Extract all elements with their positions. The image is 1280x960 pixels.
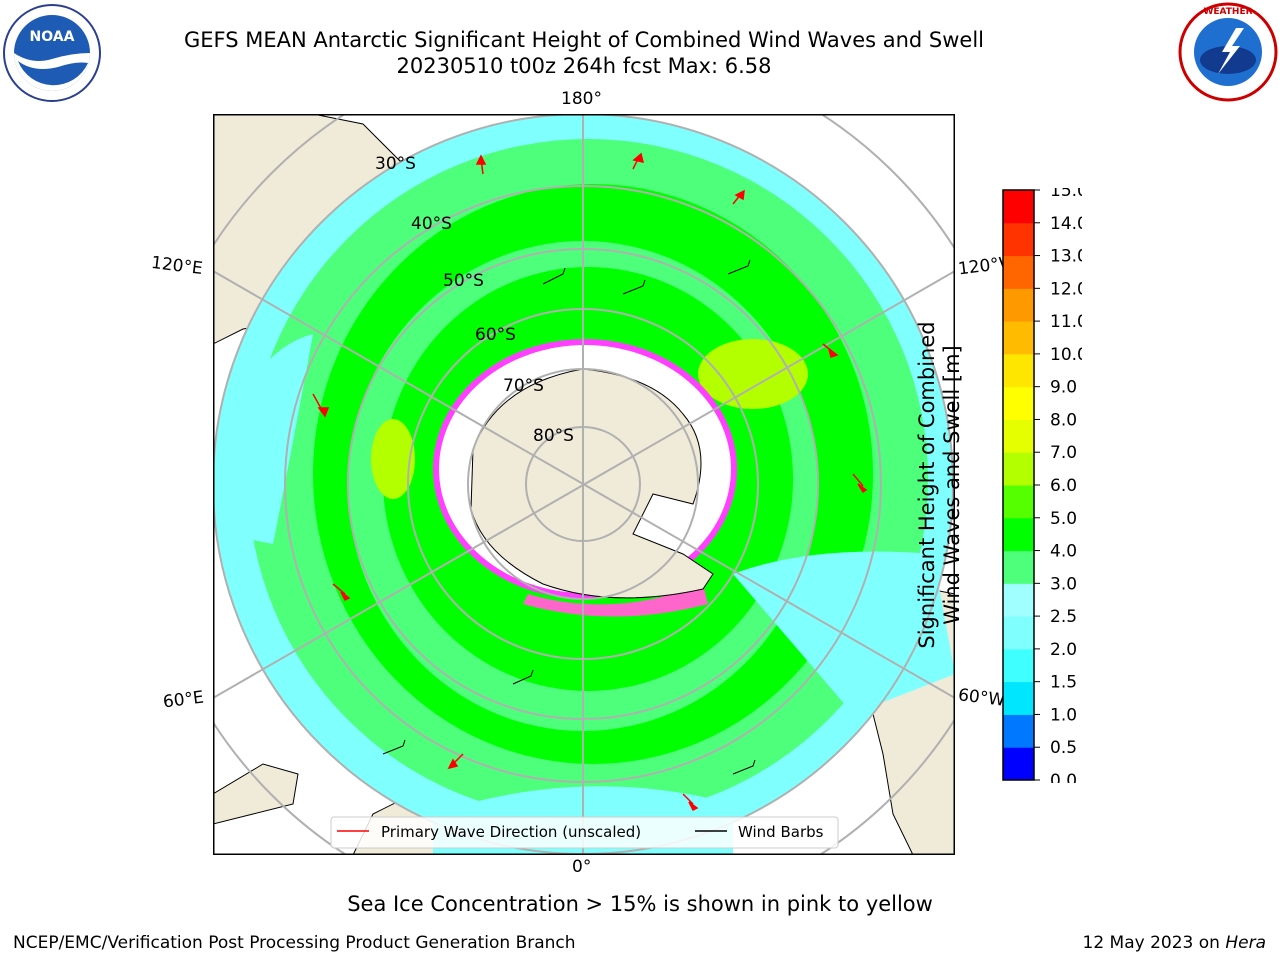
colorbar-tick-label: 4.0 xyxy=(1050,542,1077,562)
colorbar-tick-label: 2.0 xyxy=(1050,640,1077,660)
svg-text:WEATHER: WEATHER xyxy=(1203,7,1252,17)
lat-label-50s: 50°S xyxy=(443,271,484,291)
map-legend: Primary Wave Direction (unscaled) Wind B… xyxy=(330,816,839,849)
lon-label-60e: 60°E xyxy=(161,687,205,713)
colorbar-block xyxy=(1003,550,1034,584)
colorbar-tick-label: 8.0 xyxy=(1050,410,1077,430)
colorbar-block xyxy=(1003,386,1034,420)
lon-label-120e: 120°E xyxy=(149,252,204,280)
colorbar-label-line2: Wind Waves and Swell [m] xyxy=(940,345,964,625)
colorbar-tick-label: 3.0 xyxy=(1050,574,1077,594)
colorbar-tick-label: 11.0 xyxy=(1050,312,1082,332)
colorbar-tick-label: 6.0 xyxy=(1050,476,1077,496)
lon-label-0: 0° xyxy=(572,857,592,877)
sea-ice-note: Sea Ice Concentration > 15% is shown in … xyxy=(347,892,933,916)
colorbar-block xyxy=(1003,222,1034,257)
colorbar-label: Significant Height of Combined Wind Wave… xyxy=(915,285,965,685)
colorbar-block xyxy=(1003,583,1034,617)
antarctica-land xyxy=(470,368,714,599)
colorbar-block xyxy=(1003,485,1034,519)
map-title: GEFS MEAN Antarctic Significant Height o… xyxy=(183,28,985,52)
colorbar-tick-label: 13.0 xyxy=(1050,247,1082,267)
map-subtitle: 20230510 t00z 264h fcst Max: 6.58 xyxy=(396,54,772,78)
colorbar: 0.0 0.5 1.0 1.5 2.0 2.5 3.0 4.0 5.0 6.0 7.0 8.0 9.0 1… xyxy=(1002,188,1082,783)
colorbar-block xyxy=(1003,452,1034,486)
lon-label-180: 180° xyxy=(561,89,602,109)
colorbar-block xyxy=(1003,255,1034,289)
colorbar-tick-label: 2.5 xyxy=(1050,607,1077,627)
colorbar-tick-label: 10.0 xyxy=(1050,345,1082,365)
legend-wave-direction: Primary Wave Direction (unscaled) xyxy=(381,823,641,841)
svg-text:NOAA: NOAA xyxy=(30,29,75,45)
lon-label-60w: 60°W xyxy=(956,685,1006,711)
colorbar-tick-label: 0.0 xyxy=(1050,771,1077,783)
colorbar-tick-label: 12.0 xyxy=(1050,279,1082,299)
colorbar-tick-label: 14.0 xyxy=(1050,214,1082,234)
colorbar-block xyxy=(1003,648,1034,683)
colorbar-block xyxy=(1003,190,1034,224)
colorbar-block xyxy=(1003,747,1034,781)
madagascar-land xyxy=(213,763,299,825)
lat-label-30s: 30°S xyxy=(375,154,416,174)
footer-date-text: 12 May 2023 on xyxy=(1082,933,1226,953)
colorbar-tick-label: 0.5 xyxy=(1050,738,1077,758)
lat-label-70s: 70°S xyxy=(503,376,544,396)
colorbar-tick-label: 9.0 xyxy=(1050,378,1077,398)
colorbar-block xyxy=(1003,616,1034,650)
colorbar-block xyxy=(1003,517,1034,552)
lat-label-60s: 60°S xyxy=(475,325,516,345)
legend-wind-barbs: Wind Barbs xyxy=(738,823,824,841)
colorbar-block xyxy=(1003,288,1034,322)
colorbar-block xyxy=(1003,714,1034,748)
colorbar-tick-label: 7.0 xyxy=(1050,443,1077,463)
colorbar-tick-label: 1.5 xyxy=(1050,673,1077,693)
colorbar-block xyxy=(1003,419,1034,453)
colorbar-tick-label: 5.0 xyxy=(1050,509,1077,529)
colorbar-block xyxy=(1003,681,1034,715)
colorbar-block xyxy=(1003,321,1034,355)
colorbar-block xyxy=(1003,353,1034,388)
noaa-logo: NOAA xyxy=(3,4,101,102)
footer-machine: Hera xyxy=(1225,933,1266,953)
lat-label-80s: 80°S xyxy=(533,426,574,446)
footer-organization: NCEP/EMC/Verification Post Processing Pr… xyxy=(13,933,576,953)
colorbar-tick-label: 15.0 xyxy=(1050,188,1082,201)
nws-logo: WEATHER xyxy=(1178,2,1278,102)
footer-date: 12 May 2023 on Hera xyxy=(1083,933,1267,953)
wave-height-map: 30°S 40°S 50°S 60°S 70°S 80°S Primary Wa… xyxy=(213,114,955,855)
colorbar-label-line1: Significant Height of Combined xyxy=(915,321,939,649)
colorbar-tick-label: 1.0 xyxy=(1050,705,1077,725)
lat-label-40s: 40°S xyxy=(411,214,452,234)
